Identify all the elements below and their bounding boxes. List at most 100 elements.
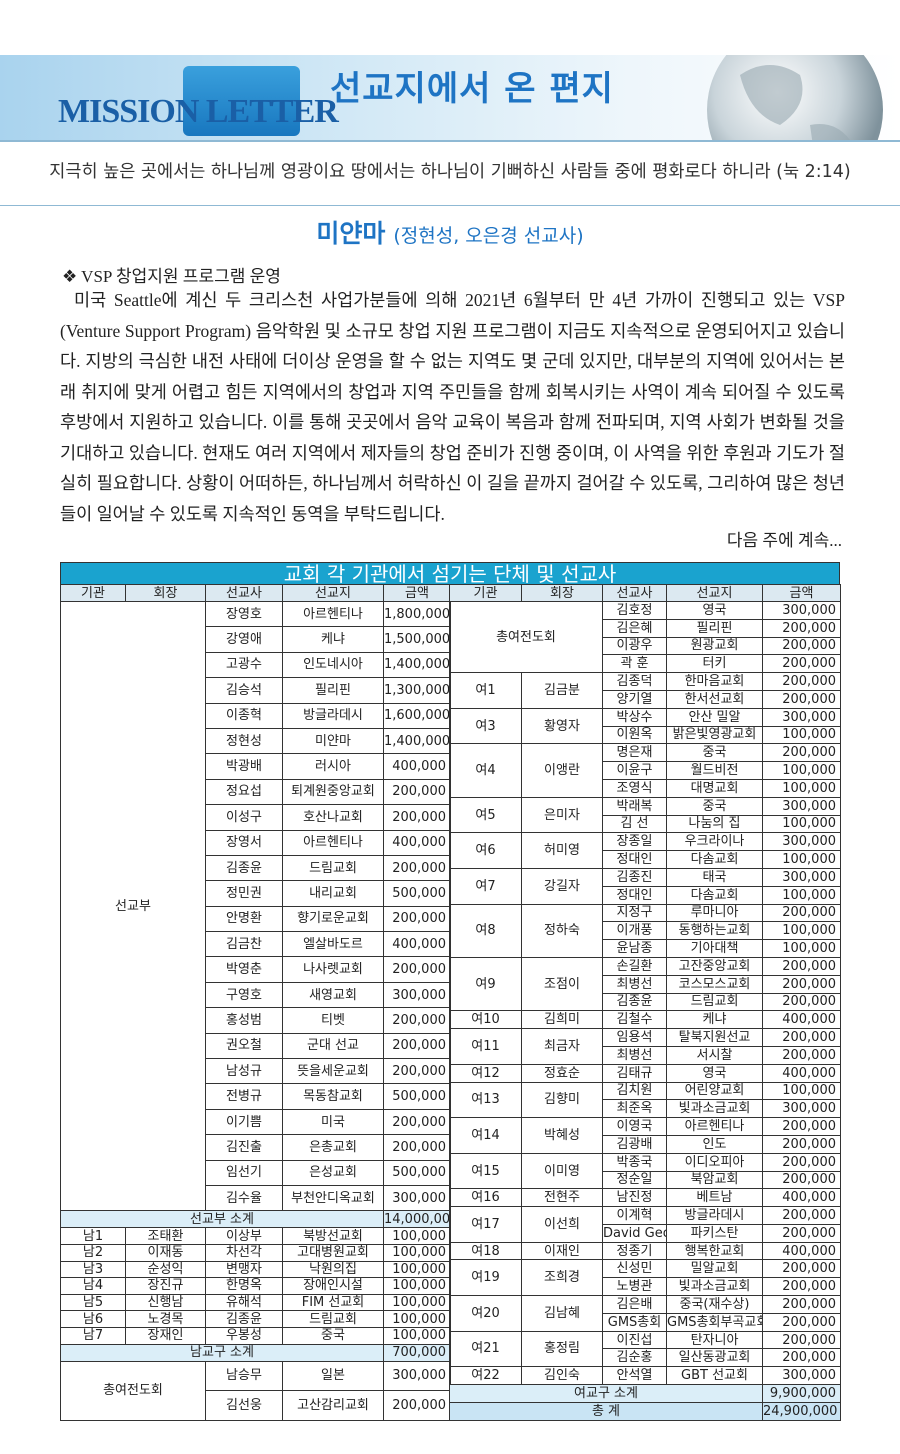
missionary: 고광수 bbox=[205, 651, 283, 679]
mission-field: 드림교회 bbox=[282, 854, 384, 882]
org: 여14 bbox=[449, 1117, 522, 1154]
row: 최준옥 빛과소금교회 300,000 bbox=[450, 1099, 841, 1119]
row: 여12 정효순 김태규 영국 400,000 bbox=[449, 1063, 841, 1083]
amount: 200,000 bbox=[383, 1032, 451, 1060]
amount: 500,000 bbox=[383, 1159, 451, 1186]
amount: 1,400,000 bbox=[383, 727, 451, 755]
amount: 400,000 bbox=[762, 1010, 841, 1030]
total-label: 총 계 bbox=[449, 1401, 763, 1421]
row: 김수율 부천안디옥교회 300,000 bbox=[61, 1184, 451, 1212]
missionary: 구영호 bbox=[205, 981, 283, 1009]
header-cell: 선교사 bbox=[602, 584, 667, 602]
missionary: 홍성범 bbox=[205, 1007, 283, 1034]
mission-field: 영국 bbox=[666, 601, 763, 620]
amount: 500,000 bbox=[383, 880, 451, 907]
row: 남7 장재인 우봉성 중국 100,000 bbox=[60, 1326, 451, 1345]
mission-field: 군대 선교 bbox=[282, 1032, 384, 1060]
mission-field: 베트남 bbox=[666, 1188, 763, 1208]
mission-field: 탄자니아 bbox=[666, 1330, 763, 1350]
org: 남1 bbox=[60, 1227, 126, 1245]
missionary: 우봉성 bbox=[205, 1326, 283, 1345]
mission-field: 호산나교회 bbox=[282, 804, 384, 831]
row: 이개풍 동행하는교회 100,000 bbox=[450, 921, 841, 941]
missionary: 김치원 bbox=[602, 1081, 667, 1101]
chair: 정하숙 bbox=[521, 903, 603, 958]
mission-field: 내리교회 bbox=[282, 880, 384, 907]
missionary: 임용석 bbox=[602, 1028, 667, 1047]
mission-field: 한서선교회 bbox=[666, 689, 763, 709]
banner: MISSION LETTER 선교지에서 온 편지 bbox=[0, 55, 900, 142]
row: 여20 김남혜 김은배 중국(재수상) 200,000 bbox=[449, 1295, 841, 1332]
amount: 200,000 bbox=[762, 1117, 841, 1136]
chair: 노경목 bbox=[125, 1310, 206, 1328]
missionary: 명은재 bbox=[602, 743, 667, 763]
subtotal-label: 여교구 소계 bbox=[449, 1384, 763, 1403]
row: David George파키스탄200,000 bbox=[450, 1223, 841, 1243]
mission-field: 영국 bbox=[666, 1063, 763, 1083]
mission-field: 드림교회 bbox=[282, 1310, 384, 1328]
row: 김은혜 필리핀 200,000 bbox=[450, 618, 841, 638]
amount: 200,000 bbox=[762, 636, 841, 656]
header-cell: 선교사 bbox=[205, 584, 283, 602]
org: 여12 bbox=[449, 1063, 522, 1083]
missionary: 김철수 bbox=[602, 1010, 667, 1030]
mission-field: 뜻을세운교회 bbox=[282, 1058, 384, 1085]
mission-field: 중국 bbox=[666, 743, 763, 763]
org: 여19 bbox=[449, 1259, 522, 1297]
missionary: 박래복 bbox=[602, 796, 667, 816]
row: 여22 김인숙 안석열 GBT 선교회 300,000 bbox=[449, 1366, 841, 1386]
missionary: 권오철 bbox=[205, 1032, 283, 1060]
missionary: 정순일 bbox=[602, 1170, 667, 1190]
missionary: 곽 훈 bbox=[602, 654, 667, 674]
mission-field: 빛과소금교회 bbox=[666, 1277, 763, 1297]
missionary: 박영춘 bbox=[205, 956, 283, 983]
table-title: 교회 각 기관에서 섬기는 단체 및 선교사 bbox=[60, 562, 840, 586]
mission-field: 미얀마 bbox=[282, 727, 384, 755]
mission-field: 루마니아 bbox=[666, 903, 763, 923]
amount: 200,000 bbox=[383, 905, 451, 933]
missionary: 이종혁 bbox=[205, 702, 283, 729]
mission-field: FIM 선교회 bbox=[282, 1293, 384, 1312]
header-cell: 회장 bbox=[521, 584, 603, 602]
mission-field: 부천안디옥교회 bbox=[282, 1184, 384, 1212]
amount: 100,000 bbox=[762, 778, 841, 798]
row: 곽 훈 터키 200,000 bbox=[450, 654, 841, 674]
continued-note: 다음 주에 계속... bbox=[726, 531, 842, 550]
row: 남4 장진규 한명옥 장애인시설 100,000 bbox=[60, 1277, 451, 1295]
amount: 300,000 bbox=[762, 832, 841, 852]
missionary: 정요섭 bbox=[205, 778, 283, 806]
chair: 순성익 bbox=[125, 1260, 206, 1279]
org-cell: 총여전도회 bbox=[449, 600, 603, 674]
missionary: 정민권 bbox=[205, 880, 283, 907]
mission-field: 월드비전 bbox=[666, 761, 763, 780]
amount: 200,000 bbox=[762, 654, 841, 674]
amount: 200,000 bbox=[762, 1312, 841, 1332]
org: 여5 bbox=[449, 796, 522, 834]
mission-field: GMS총회부곡교회 bbox=[666, 1312, 763, 1332]
mission-field: 아르헨티나 bbox=[282, 600, 384, 628]
mission-field: 빛과소금교회 bbox=[666, 1099, 763, 1119]
row: 김금찬 엘살바도르 400,000 bbox=[61, 931, 451, 958]
verse: 지극히 높은 곳에서는 하나님께 영광이요 땅에서는 하나님이 기뻐하신 사람들… bbox=[49, 162, 851, 182]
globe-graphic bbox=[707, 55, 883, 140]
amount: 200,000 bbox=[762, 956, 841, 976]
missionary: 양기열 bbox=[602, 689, 667, 709]
mission-field: 중국 bbox=[282, 1326, 384, 1345]
row: 이윤구 월드비전 100,000 bbox=[450, 761, 841, 780]
row: 이기쁨 미국 200,000 bbox=[61, 1108, 451, 1136]
amount: 200,000 bbox=[762, 1259, 841, 1279]
row: 여8 정하숙 지정구 루마니아 200,000 bbox=[449, 903, 841, 958]
mission-field: 러시아 bbox=[282, 753, 384, 780]
mission-field: 북방선교회 bbox=[282, 1227, 384, 1245]
amount: 200,000 bbox=[762, 1170, 841, 1190]
missionary: 김진출 bbox=[205, 1134, 283, 1161]
amount: 1,300,000 bbox=[383, 677, 451, 704]
chair: 정효순 bbox=[521, 1063, 603, 1083]
amount: 1,400,000 bbox=[383, 651, 451, 679]
missionary: 김 선 bbox=[602, 814, 667, 834]
amount: 1,500,000 bbox=[383, 626, 451, 653]
paragraph: 미국 Seattle에 계신 두 크리스천 사업가분들에 의해 2021년 6월… bbox=[60, 290, 845, 524]
mission-field: 방글라데시 bbox=[282, 702, 384, 729]
row: 여9 조점이 손길환 고잔중앙교회 200,000 bbox=[449, 956, 841, 1012]
org: 여15 bbox=[449, 1152, 522, 1190]
